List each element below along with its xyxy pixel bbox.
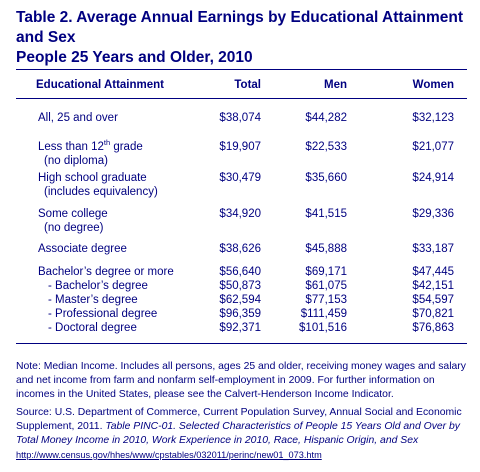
row-label-superscript: th	[103, 138, 111, 147]
row-sublabel: (no diploma)	[44, 155, 108, 167]
source-link[interactable]: http://www.census.gov/hhes/www/cpstables…	[16, 450, 322, 460]
cell-women: $29,336	[412, 208, 454, 220]
cell-men: $41,515	[305, 208, 347, 220]
row-label: - Professional degree	[48, 308, 158, 320]
cell-total: $19,907	[219, 141, 261, 153]
cell-total: $34,920	[219, 208, 261, 220]
cell-women: $33,187	[412, 243, 454, 255]
row-sublabel: (includes equivalency)	[44, 186, 158, 198]
cell-total: $56,640	[219, 266, 261, 278]
row-label-tail: grade	[110, 141, 143, 153]
row-label: Some college	[38, 208, 108, 220]
header-rule	[16, 98, 467, 99]
cell-men: $44,282	[305, 112, 347, 124]
source-italic: Table PINC-01. Selected Characteristics …	[16, 421, 460, 446]
cell-women: $21,077	[412, 141, 454, 153]
source-prefix: Source: U.S. Department of Commerce, Cur…	[16, 407, 462, 432]
cell-women: $54,597	[412, 294, 454, 306]
title-line-2: People 25 Years and Older, 2010	[16, 49, 253, 66]
cell-women: $70,821	[412, 308, 454, 320]
row-label: Bachelor’s degree or more	[38, 266, 174, 278]
cell-women: $42,151	[412, 280, 454, 292]
cell-men: $101,516	[299, 322, 347, 334]
cell-total: $50,873	[219, 280, 261, 292]
header-total: Total	[234, 79, 261, 91]
table-title: Table 2. Average Annual Earnings by Educ…	[16, 8, 472, 68]
source-text: Source: U.S. Department of Commerce, Cur…	[16, 406, 474, 448]
top-rule	[16, 69, 467, 70]
row-label: Associate degree	[38, 243, 127, 255]
cell-total: $38,626	[219, 243, 261, 255]
cell-total: $62,594	[219, 294, 261, 306]
note-text: Note: Median Income. Includes all person…	[16, 361, 466, 400]
header-men: Men	[324, 79, 347, 91]
cell-total: $30,479	[219, 172, 261, 184]
cell-men: $45,888	[305, 243, 347, 255]
cell-men: $69,171	[305, 266, 347, 278]
row-label-main: Less than 12	[38, 141, 104, 153]
cell-men: $111,459	[300, 308, 347, 320]
row-label: High school graduate	[38, 172, 147, 184]
cell-men: $22,533	[305, 141, 347, 153]
header-educational-attainment: Educational Attainment	[36, 79, 164, 91]
cell-total: $38,074	[219, 112, 261, 124]
cell-women: $32,123	[412, 112, 454, 124]
title-line-1: Table 2. Average Annual Earnings by Educ…	[16, 9, 464, 46]
row-label: Less than 12th grade	[38, 138, 143, 154]
cell-women: $24,914	[412, 172, 454, 184]
row-label: - Master’s degree	[48, 294, 138, 306]
cell-men: $61,075	[305, 280, 347, 292]
cell-men: $35,660	[305, 172, 347, 184]
row-sublabel: (no degree)	[44, 222, 104, 234]
header-women: Women	[412, 79, 454, 91]
row-label: All, 25 and over	[38, 112, 118, 124]
row-label: - Bachelor’s degree	[48, 280, 148, 292]
row-label: - Doctoral degree	[48, 322, 137, 334]
cell-total: $92,371	[219, 322, 261, 334]
cell-men: $77,153	[305, 294, 347, 306]
bottom-rule	[16, 343, 467, 344]
cell-women: $76,863	[412, 322, 454, 334]
cell-women: $47,445	[412, 266, 454, 278]
cell-total: $96,359	[219, 308, 261, 320]
